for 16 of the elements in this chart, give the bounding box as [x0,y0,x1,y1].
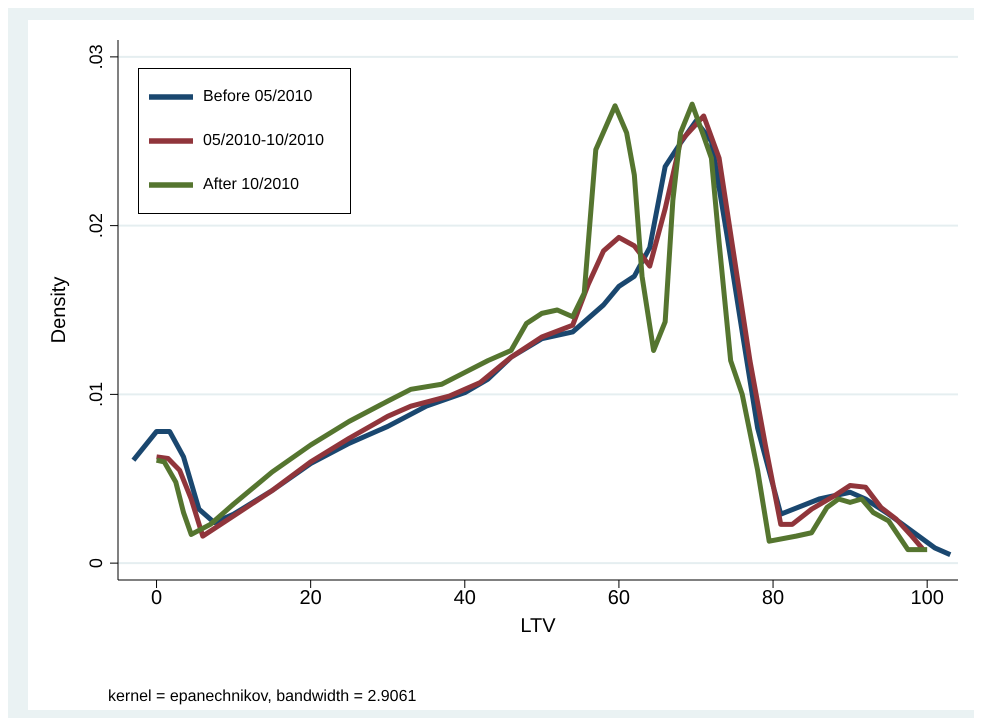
x-tick-label: 100 [910,587,944,610]
legend-label: After 10/2010 [203,176,300,194]
y-tick-label: .03 [86,44,106,70]
x-axis-title: LTV [520,615,556,637]
y-tick-label: .01 [86,382,106,407]
legend-label: 05/2010-10/2010 [203,132,324,150]
x-tick-label: 80 [762,587,784,610]
legend-label: Before 05/2010 [203,88,312,106]
x-tick-label: 60 [608,587,630,610]
x-tick-label: 0 [150,587,162,610]
x-tick-label: 40 [454,587,476,610]
y-tick-label: .02 [86,213,106,238]
y-tick-label: 0 [86,558,106,568]
text: kernel = epanechnikov, bandwidth = 2.9061 [108,688,416,706]
y-axis-title: Density [48,276,70,344]
x-tick-label: 20 [300,587,322,610]
